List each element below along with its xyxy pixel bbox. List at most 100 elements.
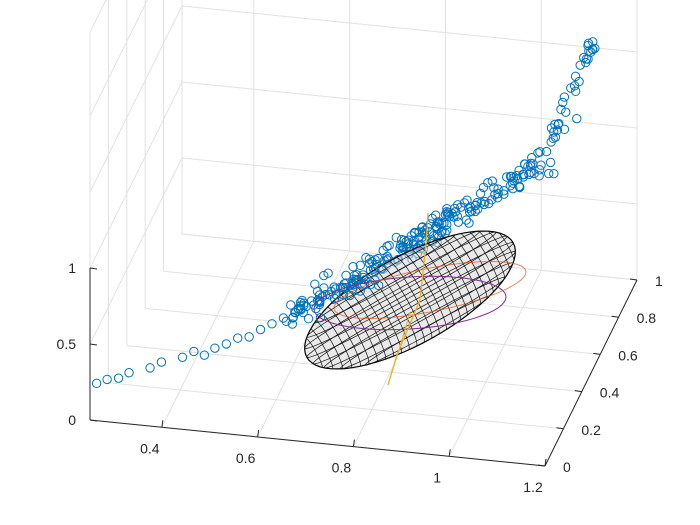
scatter-point (487, 176, 497, 186)
scatter-point (581, 54, 592, 64)
ellipsoid-parallel-line (306, 231, 497, 338)
ellipsoid-mesh-line (327, 306, 361, 367)
ellipsoid-parallel-line (306, 242, 514, 358)
scatter-point (534, 171, 544, 181)
scatter-point (323, 268, 333, 278)
ellipsoid-parallel-line (312, 251, 516, 365)
scatter-point (587, 44, 598, 54)
scatter-point (278, 313, 289, 323)
scatter-point (255, 324, 266, 335)
scatter-point (484, 198, 494, 209)
scatter-point (559, 92, 570, 102)
scatter-point (449, 212, 459, 222)
ellipsoid-parallel-line (330, 234, 456, 305)
scatter-point (561, 107, 571, 117)
scatter-point (410, 228, 420, 238)
ellipsoid-parallel-line (339, 276, 506, 370)
ellipsoid-mesh-line (468, 231, 500, 287)
scatter-point (244, 332, 254, 342)
ellipse-purple (313, 275, 507, 331)
scatter-point (546, 123, 557, 133)
scatter-point (352, 270, 362, 280)
scatter-point (329, 282, 339, 292)
ellipsoid-mesh-line (366, 274, 410, 350)
scatter-point (556, 104, 566, 115)
scatter-point (102, 374, 112, 385)
ellipsoid-mesh-line (321, 313, 352, 368)
scatter-point (550, 132, 561, 142)
scatter-point (295, 304, 306, 314)
scatter-point (524, 169, 534, 180)
scatter-point (199, 350, 210, 360)
axes-grid (89, 0, 638, 467)
scatter-point (330, 284, 341, 294)
ellipsoid-mesh-line (411, 249, 454, 326)
scatter-point (559, 124, 570, 135)
leftwall-grid-z (89, 81, 183, 269)
ellipsoid-mesh-line (443, 237, 481, 305)
ellipsoid-parallel-line (323, 262, 514, 369)
scatter-point (295, 297, 306, 308)
scatter-point (267, 319, 277, 329)
ellipsoid-mesh-line (381, 265, 425, 343)
x-tick-mark (352, 439, 355, 447)
scatter-point (355, 286, 365, 296)
scatter-point (358, 270, 368, 280)
scatter-point (549, 168, 559, 179)
y-tick-mark (537, 464, 546, 467)
ellipsoid-mesh-line (403, 253, 447, 331)
x-tick-mark (161, 420, 164, 428)
scatter-point (347, 280, 357, 291)
scatter-point (145, 363, 155, 373)
z-tick-mark (89, 419, 98, 422)
y-tick-label: 0.6 (618, 347, 638, 363)
scatter-point (548, 133, 558, 144)
scatter-point (502, 172, 512, 182)
x-tick-label: 1.2 (523, 479, 543, 495)
scatter-point (581, 57, 591, 68)
scatter-point (499, 186, 509, 196)
scatter-point (545, 157, 556, 168)
scatter-point (303, 314, 314, 324)
z-tick-label: 1 (68, 260, 76, 276)
ellipsoid-mesh-line (310, 328, 334, 370)
ellipsoid-mesh-line (477, 230, 506, 280)
scatter-point (558, 97, 568, 108)
scatter-point (453, 200, 463, 210)
backwall-grid-z (181, 5, 638, 53)
scatter-point (348, 262, 358, 272)
ellipsoid-mesh-line (451, 235, 488, 300)
z-tick-label: 0 (68, 412, 76, 428)
scatter-point (465, 202, 476, 212)
scatter-point (464, 207, 475, 217)
scatter-point (306, 296, 317, 306)
scatter-point (355, 260, 365, 271)
x-tick-mark (544, 458, 547, 467)
x-tick-label: 1 (433, 469, 441, 485)
scatter-point (579, 52, 589, 63)
ellipsoid-surface (304, 230, 516, 370)
scatter-point (373, 253, 383, 264)
z-tick-mark (89, 343, 98, 346)
scatter-point (382, 241, 392, 252)
scatter-point (319, 270, 329, 281)
floor-grid-y (108, 382, 564, 430)
ellipsoid-mesh-line (497, 232, 515, 262)
scatter-point (177, 352, 188, 362)
scatter-series-front (91, 260, 387, 389)
scatter-point (508, 173, 519, 183)
scatter-point (554, 118, 564, 129)
y-tick-mark (593, 352, 601, 355)
ellipsoid-mesh-line (353, 284, 394, 357)
scatter-point (572, 113, 582, 124)
scatter-point (395, 243, 405, 253)
scatter-point (452, 211, 462, 221)
scatter-point (492, 193, 503, 203)
floor-grid-x (161, 241, 255, 428)
y-tick-mark (574, 390, 582, 393)
scatter-point (287, 319, 298, 329)
y-tick-mark (629, 278, 638, 281)
ellipsoid-parallel-line (364, 295, 490, 366)
scatter-point (453, 217, 464, 227)
scatter-point (315, 312, 326, 323)
